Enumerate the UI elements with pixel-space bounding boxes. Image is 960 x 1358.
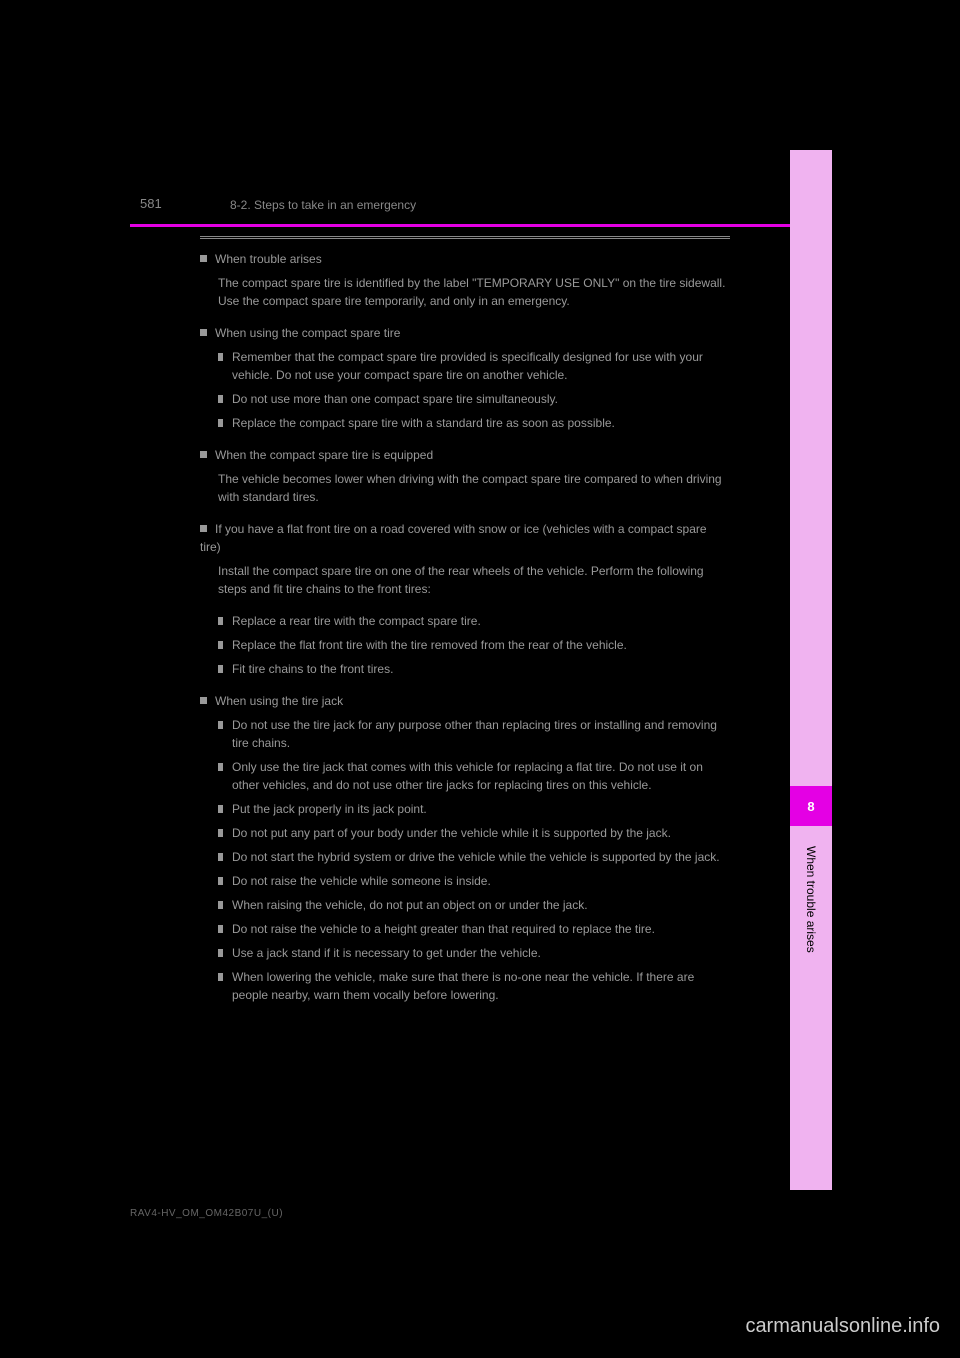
content-body: When trouble arises The compact spare ti… (200, 250, 730, 1010)
item-bullet-icon (218, 353, 223, 361)
list-item: When raising the vehicle, do not put an … (218, 896, 730, 914)
list-item: Do not start the hybrid system or drive … (218, 848, 730, 866)
paragraph: Install the compact spare tire on one of… (200, 562, 730, 598)
paragraph: The compact spare tire is identified by … (200, 274, 730, 310)
list-item: Do not use more than one compact spare t… (218, 390, 730, 408)
item-text: Do not use more than one compact spare t… (232, 390, 730, 408)
sidebar-strip (790, 150, 832, 1190)
list-item: Fit tire chains to the front tires. (218, 660, 730, 678)
item-bullet-icon (218, 805, 223, 813)
item-text: Do not start the hybrid system or drive … (232, 848, 730, 866)
list-item: Do not use the tire jack for any purpose… (218, 716, 730, 752)
item-bullet-icon (218, 925, 223, 933)
item-text: Replace a rear tire with the compact spa… (232, 612, 730, 630)
item-text: Use a jack stand if it is necessary to g… (232, 944, 730, 962)
item-bullet-icon (218, 877, 223, 885)
square-bullet-icon (200, 451, 207, 458)
heading: When using the tire jack (200, 692, 730, 710)
item-bullet-icon (218, 901, 223, 909)
item-text: When raising the vehicle, do not put an … (232, 896, 730, 914)
section-title: 8-2. Steps to take in an emergency (230, 198, 416, 212)
item-text: Do not raise the vehicle while someone i… (232, 872, 730, 890)
item-text: Fit tire chains to the front tires. (232, 660, 730, 678)
footer-doc-id: RAV4-HV_OM_OM42B07U_(U) (130, 1208, 283, 1219)
list-item: Only use the tire jack that comes with t… (218, 758, 730, 794)
item-bullet-icon (218, 641, 223, 649)
page-number: 581 (140, 196, 162, 211)
list-item: Do not put any part of your body under t… (218, 824, 730, 842)
list: Replace a rear tire with the compact spa… (200, 612, 730, 678)
list-item: Do not raise the vehicle to a height gre… (218, 920, 730, 938)
paragraph: The vehicle becomes lower when driving w… (200, 470, 730, 506)
square-bullet-icon (200, 255, 207, 262)
list-item: Replace the flat front tire with the tir… (218, 636, 730, 654)
heading: When the compact spare tire is equipped (200, 446, 730, 464)
list-item: When lowering the vehicle, make sure tha… (218, 968, 730, 1004)
watermark: carmanualsonline.info (745, 1315, 940, 1338)
square-bullet-icon (200, 525, 207, 532)
item-text: Do not put any part of your body under t… (232, 824, 730, 842)
list-item: Do not raise the vehicle while someone i… (218, 872, 730, 890)
item-bullet-icon (218, 829, 223, 837)
heading-text: If you have a flat front tire on a road … (200, 522, 707, 554)
list: Remember that the compact spare tire pro… (200, 348, 730, 432)
item-text: Only use the tire jack that comes with t… (232, 758, 730, 794)
item-bullet-icon (218, 665, 223, 673)
item-text: Replace the compact spare tire with a st… (232, 414, 730, 432)
square-bullet-icon (200, 697, 207, 704)
heading-text: When using the tire jack (215, 694, 343, 708)
item-bullet-icon (218, 973, 223, 981)
chapter-label: When trouble arises (790, 840, 832, 1020)
item-bullet-icon (218, 949, 223, 957)
heading: When using the compact spare tire (200, 324, 730, 342)
item-text: Do not use the tire jack for any purpose… (232, 716, 730, 752)
heading: When trouble arises (200, 250, 730, 268)
list-item: Put the jack properly in its jack point. (218, 800, 730, 818)
list-item: Remember that the compact spare tire pro… (218, 348, 730, 384)
item-text: Replace the flat front tire with the tir… (232, 636, 730, 654)
list-item: Replace a rear tire with the compact spa… (218, 612, 730, 630)
item-bullet-icon (218, 395, 223, 403)
item-bullet-icon (218, 617, 223, 625)
heading-text: When trouble arises (215, 252, 322, 266)
list: Do not use the tire jack for any purpose… (200, 716, 730, 1004)
list-item: Replace the compact spare tire with a st… (218, 414, 730, 432)
chapter-tab: 8 (790, 786, 832, 826)
heading-text: When using the compact spare tire (215, 326, 400, 340)
header-rule (130, 224, 830, 227)
item-bullet-icon (218, 763, 223, 771)
item-bullet-icon (218, 419, 223, 427)
item-bullet-icon (218, 721, 223, 729)
heading-text: When the compact spare tire is equipped (215, 448, 433, 462)
square-bullet-icon (200, 329, 207, 336)
list-item: Use a jack stand if it is necessary to g… (218, 944, 730, 962)
item-text: When lowering the vehicle, make sure tha… (232, 968, 730, 1004)
heading: If you have a flat front tire on a road … (200, 520, 730, 556)
item-text: Put the jack properly in its jack point. (232, 800, 730, 818)
item-bullet-icon (218, 853, 223, 861)
header-sub-rule (200, 236, 730, 239)
item-text: Remember that the compact spare tire pro… (232, 348, 730, 384)
item-text: Do not raise the vehicle to a height gre… (232, 920, 730, 938)
